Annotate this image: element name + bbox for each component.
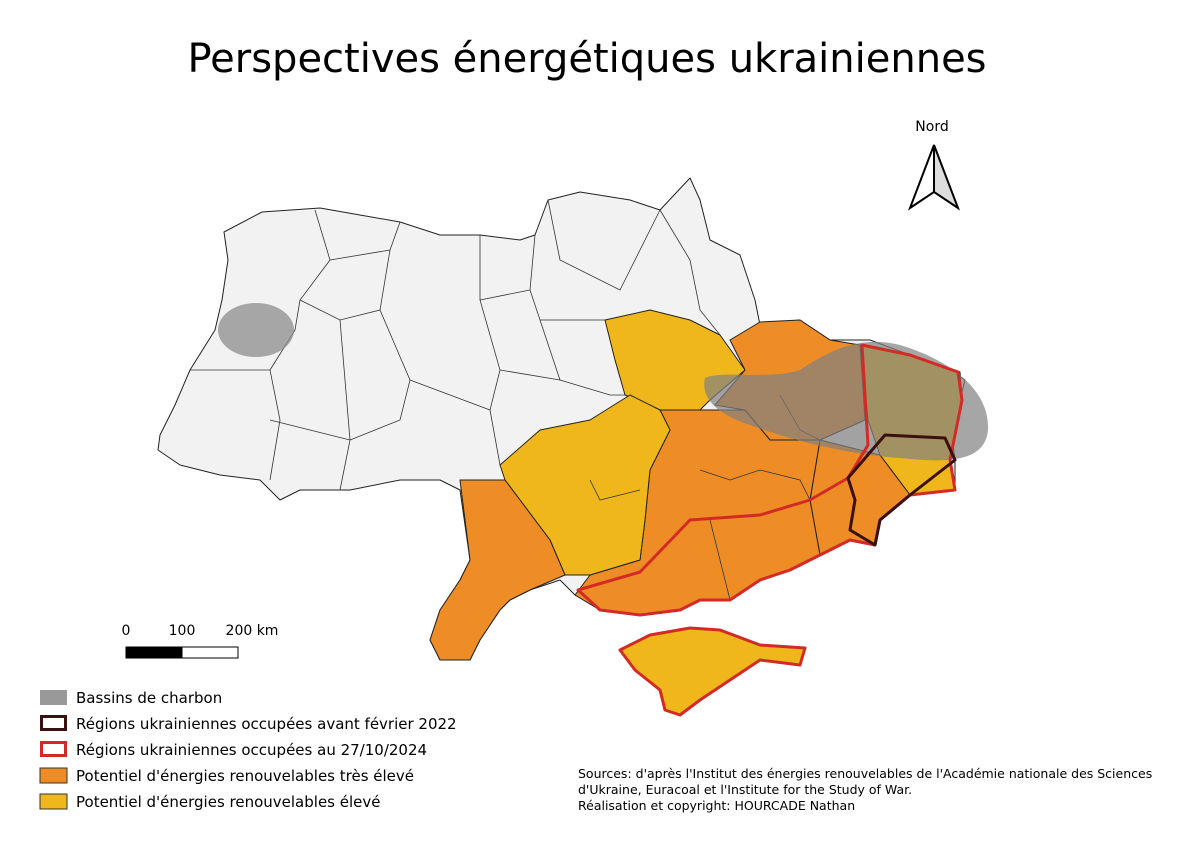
- region-very-high: [429, 479, 566, 661]
- legend-label: Potentiel d'énergies renouvelables très …: [76, 767, 414, 785]
- map-title: Perspectives énergétiques ukrainiennes: [187, 36, 986, 82]
- sources-line: d'Ukraine, Euracoal et l'Institute for t…: [578, 782, 912, 797]
- north-arrow: [933, 144, 961, 211]
- north-label: Nord: [915, 119, 948, 135]
- coal-basin: [218, 303, 294, 357]
- legend-label: Bassins de charbon: [76, 689, 222, 707]
- legend-swatch: [40, 741, 67, 757]
- scale-label: 100: [169, 623, 196, 639]
- scale-label: 0: [122, 623, 131, 639]
- sources-line: Réalisation et copyright: HOURCADE Natha…: [578, 798, 855, 813]
- occupied-2024-outline: [576, 343, 964, 617]
- scale-label: 200 km: [226, 623, 279, 639]
- scale-bar: [181, 646, 239, 659]
- north-arrow: [907, 144, 935, 211]
- legend-swatch: [39, 793, 68, 810]
- legend-swatch: [40, 690, 67, 705]
- legend-swatch: [39, 767, 68, 784]
- coal-basin: [704, 341, 989, 461]
- sources-line: Sources: d'après l'Institut des énergies…: [578, 766, 1152, 781]
- legend-label: Régions ukrainiennes occupées avant févr…: [76, 715, 457, 733]
- legend-swatch: [40, 715, 67, 731]
- scale-bar: [125, 646, 183, 659]
- occupied-2014-outline: [846, 433, 957, 547]
- legend-label: Potentiel d'énergies renouvelables élevé: [76, 793, 380, 811]
- internal-borders: [190, 199, 721, 491]
- legend-label: Régions ukrainiennes occupées au 27/10/2…: [76, 741, 427, 759]
- crimea: [618, 626, 807, 717]
